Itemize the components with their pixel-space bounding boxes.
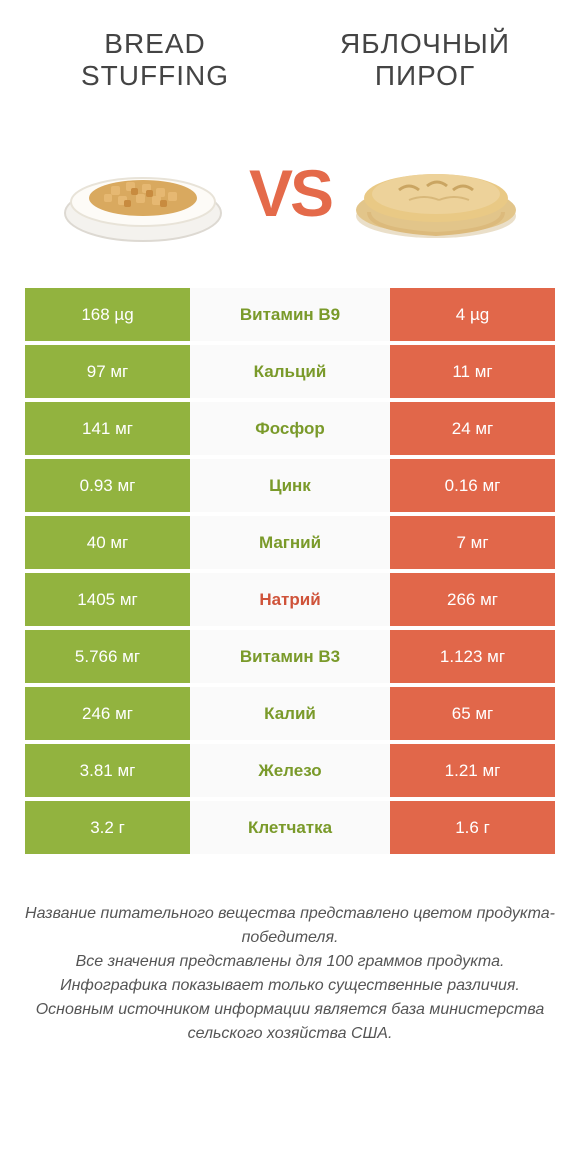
value-right: 266 мг [390, 573, 555, 626]
nutrient-row: 3.81 мгЖелезо1.21 мг [25, 744, 555, 797]
nutrient-row: 246 мгКалий65 мг [25, 687, 555, 740]
nutrient-row: 5.766 мгВитамин B31.123 мг [25, 630, 555, 683]
value-right: 65 мг [390, 687, 555, 740]
value-left: 246 мг [25, 687, 190, 740]
nutrient-name: Натрий [190, 573, 390, 626]
value-left: 3.2 г [25, 801, 190, 854]
footer-notes: Название питательного вещества представл… [24, 902, 556, 1046]
title-left: BREAD STUFFING [40, 28, 270, 92]
value-left: 97 мг [25, 345, 190, 398]
vs-label: VS [249, 155, 331, 231]
value-right: 0.16 мг [390, 459, 555, 512]
nutrient-name: Железо [190, 744, 390, 797]
nutrient-name: Кальций [190, 345, 390, 398]
value-left: 40 мг [25, 516, 190, 569]
nutrient-row: 0.93 мгЦинк0.16 мг [25, 459, 555, 512]
value-right: 11 мг [390, 345, 555, 398]
value-left: 141 мг [25, 402, 190, 455]
nutrient-row: 141 мгФосфор24 мг [25, 402, 555, 455]
value-right: 1.21 мг [390, 744, 555, 797]
value-right: 1.6 г [390, 801, 555, 854]
nutrient-row: 168 µgВитамин B94 µg [25, 288, 555, 341]
titles-row: BREAD STUFFING ЯБЛОЧНЫЙ ПИРОГ [0, 0, 580, 92]
nutrient-name: Витамин B3 [190, 630, 390, 683]
nutrient-name: Витамин B9 [190, 288, 390, 341]
food-image-left [56, 138, 231, 248]
value-right: 4 µg [390, 288, 555, 341]
value-right: 24 мг [390, 402, 555, 455]
nutrient-name: Фосфор [190, 402, 390, 455]
value-left: 0.93 мг [25, 459, 190, 512]
nutrient-row: 97 мгКальций11 мг [25, 345, 555, 398]
nutrient-row: 3.2 гКлетчатка1.6 г [25, 801, 555, 854]
food-image-right [349, 138, 524, 248]
value-right: 1.123 мг [390, 630, 555, 683]
nutrient-name: Магний [190, 516, 390, 569]
value-left: 3.81 мг [25, 744, 190, 797]
nutrient-table: 168 µgВитамин B94 µg97 мгКальций11 мг141… [25, 288, 555, 854]
vs-row: VS [0, 138, 580, 248]
nutrient-name: Цинк [190, 459, 390, 512]
value-left: 1405 мг [25, 573, 190, 626]
value-left: 168 µg [25, 288, 190, 341]
value-right: 7 мг [390, 516, 555, 569]
nutrient-name: Клетчатка [190, 801, 390, 854]
nutrient-name: Калий [190, 687, 390, 740]
value-left: 5.766 мг [25, 630, 190, 683]
nutrient-row: 1405 мгНатрий266 мг [25, 573, 555, 626]
title-right: ЯБЛОЧНЫЙ ПИРОГ [310, 28, 540, 92]
nutrient-row: 40 мгМагний7 мг [25, 516, 555, 569]
